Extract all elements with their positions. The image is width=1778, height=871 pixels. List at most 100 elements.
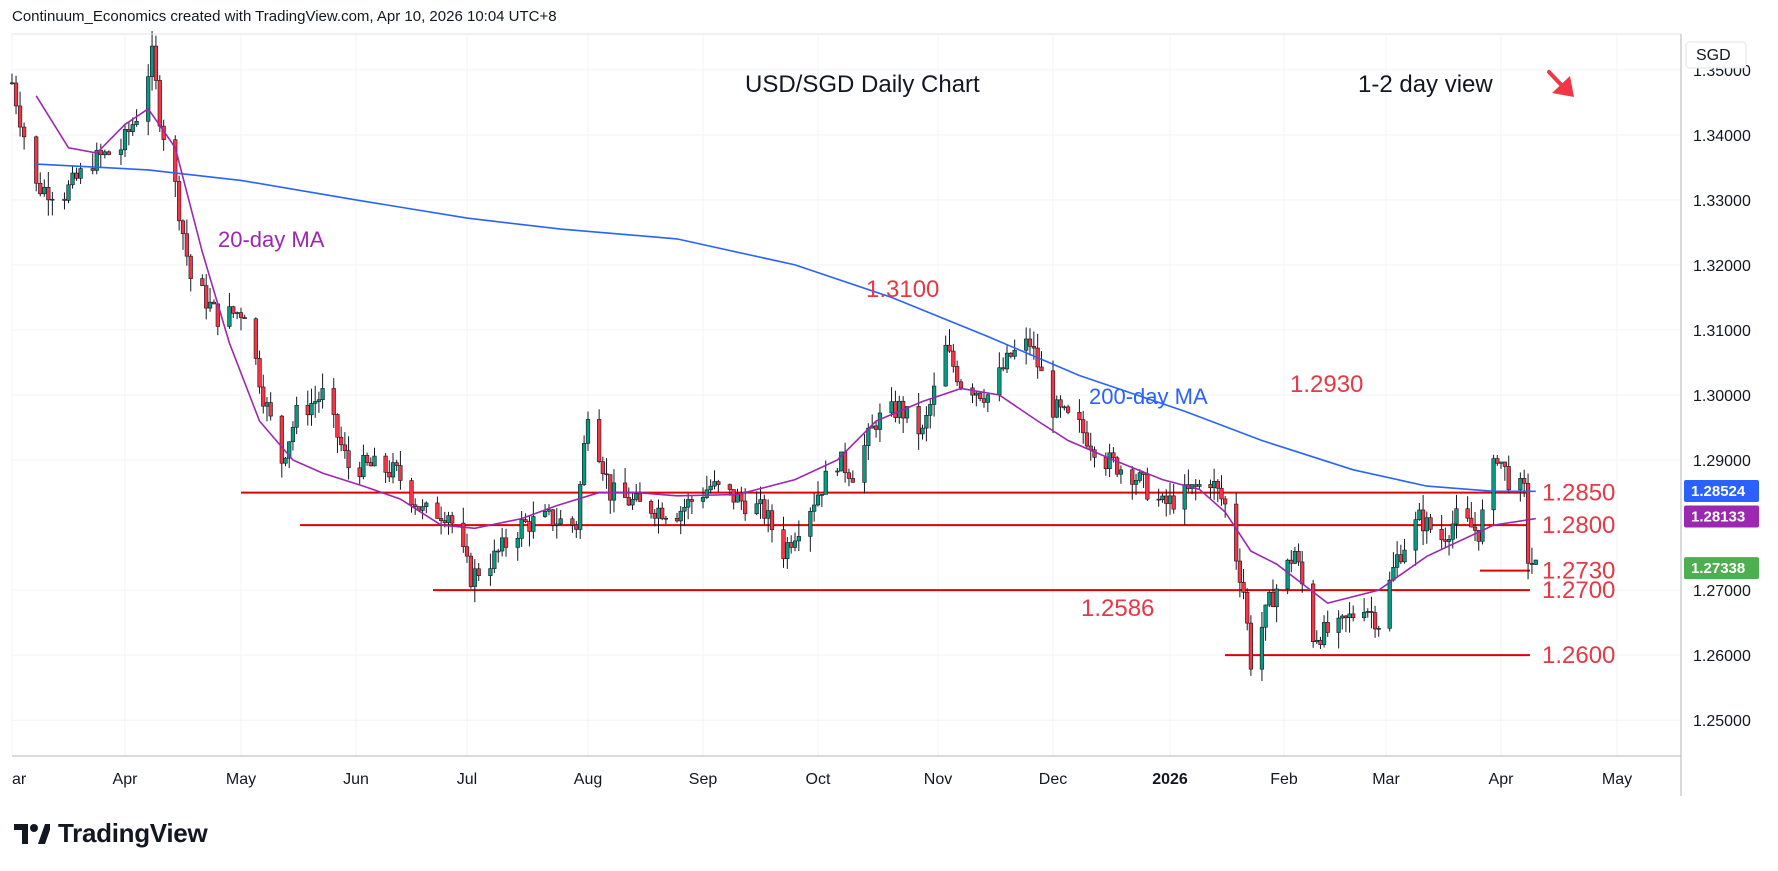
candle [173, 135, 178, 198]
annotation-label: 1.2586 [1081, 595, 1154, 622]
candle [708, 479, 713, 494]
candle [862, 434, 867, 494]
candle [1439, 514, 1444, 550]
candle [161, 119, 166, 151]
candle [928, 399, 933, 429]
candle [335, 413, 340, 454]
candle [134, 109, 139, 127]
candle [743, 488, 748, 521]
time-tick-label: Jul [457, 771, 477, 788]
candle [758, 486, 763, 519]
candle [1300, 550, 1305, 593]
candle [368, 457, 373, 467]
candle [207, 288, 213, 312]
candle [546, 504, 552, 516]
price-tag: 1.27338 [1684, 557, 1759, 580]
candle [1133, 473, 1139, 496]
candle [446, 511, 451, 535]
candle [1502, 461, 1507, 481]
candle [842, 442, 848, 483]
candle [106, 150, 111, 156]
candle [1495, 454, 1500, 466]
candle [974, 391, 979, 407]
candle [674, 512, 680, 523]
candle [1092, 446, 1097, 468]
candle [42, 179, 47, 197]
price-tags: 1.28524 1.28133 1.27338 [1684, 480, 1759, 580]
candle [597, 409, 602, 464]
candle [1115, 455, 1120, 478]
candle [819, 494, 824, 508]
candle [1197, 479, 1202, 489]
candle [608, 474, 613, 514]
time-tick-label: 2026 [1152, 771, 1188, 788]
candle [1533, 559, 1538, 565]
price-axis[interactable]: 1.350001.340001.330001.320001.310001.300… [1693, 63, 1751, 730]
candle [188, 254, 193, 292]
candle [290, 421, 296, 451]
candle [331, 378, 336, 428]
candle [468, 552, 474, 589]
candle [985, 393, 990, 413]
candle [904, 406, 910, 424]
candle [227, 292, 232, 329]
candle [955, 360, 960, 386]
candle [1259, 611, 1265, 682]
candle [515, 531, 520, 561]
price-tag: 1.28133 [1684, 505, 1759, 528]
time-tick-label: ar [12, 771, 27, 788]
candle [204, 274, 209, 320]
candle [1428, 513, 1433, 533]
annotation-label: 200-day MA [1089, 384, 1208, 409]
candle [9, 73, 15, 85]
level-label: 1.2850 [1542, 480, 1615, 507]
candle [678, 506, 683, 535]
time-tick-label: Oct [806, 771, 831, 788]
candle [1088, 432, 1093, 461]
candle [242, 314, 247, 320]
annotation-label: 20-day MA [218, 227, 325, 252]
candle [420, 499, 425, 520]
candle [313, 385, 318, 418]
candle [997, 352, 1002, 402]
candle [686, 493, 691, 520]
candle [130, 117, 135, 136]
candle [1193, 479, 1198, 501]
candle [488, 553, 493, 586]
candle [94, 142, 99, 175]
candle [472, 559, 477, 603]
candle [815, 481, 821, 507]
candle [50, 191, 55, 216]
candle [357, 461, 362, 485]
candle [1208, 479, 1213, 499]
chart-grid [11, 34, 1681, 756]
candle [66, 180, 71, 204]
candle [413, 498, 418, 515]
candle [1506, 455, 1511, 494]
candle [184, 219, 189, 266]
candle [62, 192, 67, 210]
candle [1491, 454, 1496, 525]
candle [889, 387, 894, 417]
candle [716, 479, 721, 492]
candle [663, 515, 669, 525]
candle [1325, 610, 1330, 637]
candle [390, 452, 396, 484]
tradingview-logo[interactable]: TradingView [14, 818, 208, 849]
candle [531, 501, 536, 539]
candle [550, 508, 555, 532]
candle [1223, 495, 1228, 518]
candle [585, 411, 591, 451]
price-tick-label: 1.31000 [1693, 323, 1751, 340]
candle [916, 392, 921, 450]
candle [1498, 461, 1504, 469]
annotation-label: 1.2930 [1290, 371, 1363, 398]
candle [924, 406, 929, 442]
candle [231, 305, 236, 318]
price-tick-label: 1.33000 [1693, 193, 1751, 210]
time-axis[interactable]: ar Apr May Jun Jul Aug Sep Oct Nov Dec 2026 Feb Mar A… [12, 771, 1632, 788]
candle [527, 515, 532, 547]
candle [689, 495, 694, 515]
candle [74, 167, 79, 181]
